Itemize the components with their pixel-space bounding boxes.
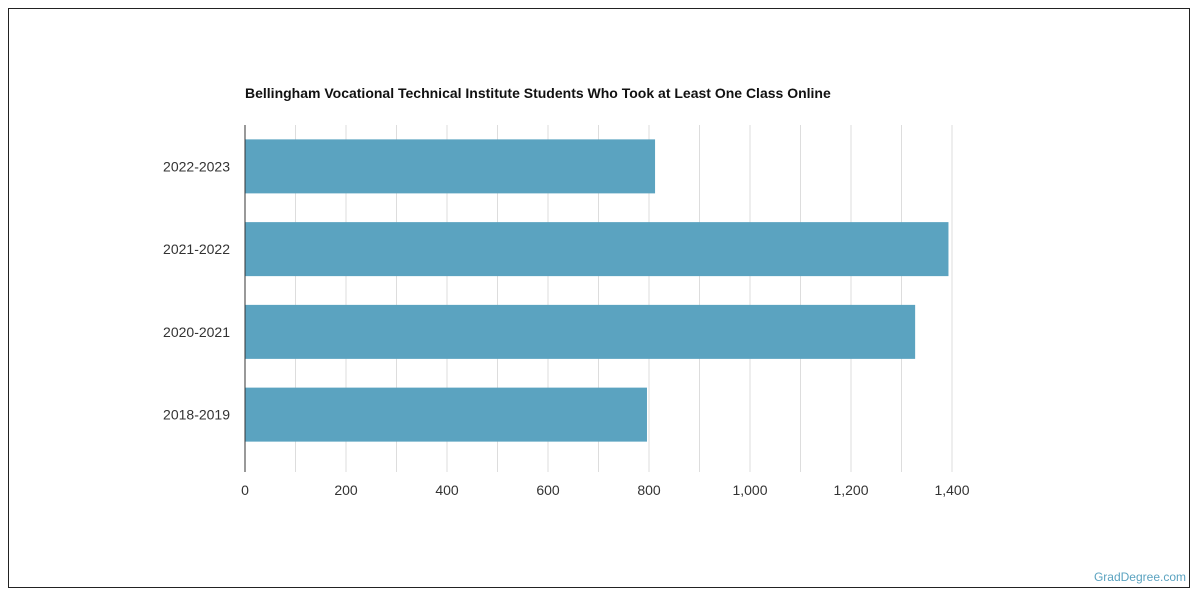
x-tick-label: 1,000 — [732, 482, 767, 498]
x-tick-label: 1,200 — [833, 482, 868, 498]
bar-2020-2021 — [245, 304, 916, 359]
x-tick-label: 800 — [637, 482, 661, 498]
category-label: 2021-2022 — [163, 241, 230, 257]
category-label: 2020-2021 — [163, 324, 230, 340]
x-tick-label: 1,400 — [934, 482, 969, 498]
x-tick-label: 600 — [536, 482, 560, 498]
x-tick-label: 200 — [334, 482, 358, 498]
watermark-link[interactable]: GradDegree.com — [1093, 570, 1186, 584]
category-label: 2022-2023 — [163, 158, 230, 174]
x-tick-label: 0 — [241, 482, 249, 498]
chart-title: Bellingham Vocational Technical Institut… — [245, 85, 831, 101]
x-tick-label: 400 — [435, 482, 459, 498]
bar-2022-2023 — [245, 139, 656, 194]
bar-2018-2019 — [245, 387, 647, 442]
category-label: 2018-2019 — [163, 407, 230, 423]
bar-2021-2022 — [245, 222, 949, 277]
